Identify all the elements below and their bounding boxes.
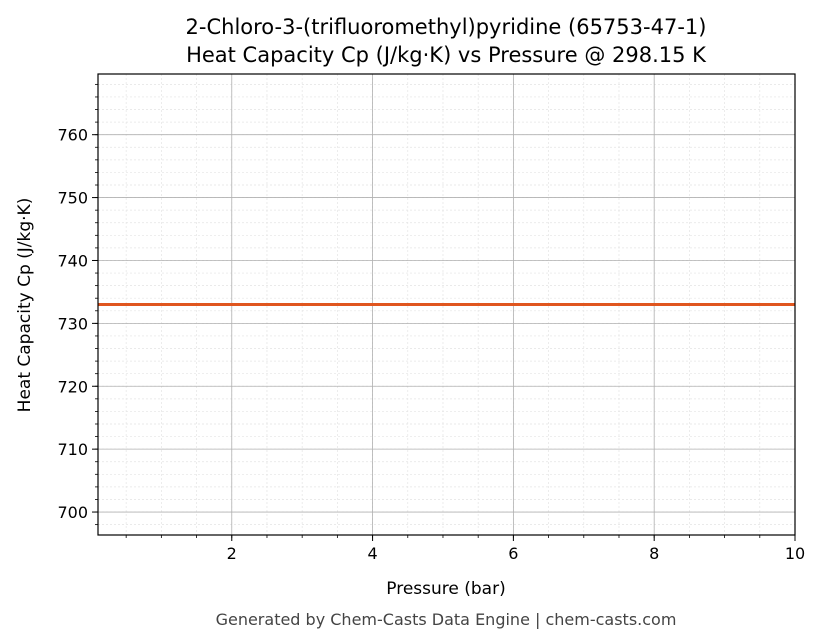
y-tick-label: 710 — [57, 440, 88, 459]
chart-subtitle: Heat Capacity Cp (J/kg·K) vs Pressure @ … — [186, 43, 707, 67]
y-tick-label: 720 — [57, 377, 88, 396]
x-tick-label: 6 — [508, 544, 518, 563]
x-tick-label: 8 — [649, 544, 659, 563]
y-tick-label: 750 — [57, 189, 88, 208]
y-tick-label: 700 — [57, 503, 88, 522]
x-axis-label: Pressure (bar) — [386, 579, 505, 599]
chart-title: 2-Chloro-3-(trifluoromethyl)pyridine (65… — [186, 15, 707, 39]
plot-frame — [97, 73, 796, 536]
x-tick-label: 2 — [227, 544, 237, 563]
y-tick-label: 760 — [57, 126, 88, 145]
y-tick-label: 740 — [57, 251, 88, 270]
ticks: 2 4 6 8 10 700 710 720 730 740 750 760 — [57, 83, 805, 563]
x-tick-label: 4 — [367, 544, 377, 563]
y-axis-label: Heat Capacity Cp (J/kg·K) — [15, 198, 35, 413]
x-tick-label: 10 — [785, 544, 805, 563]
footer-text: Generated by Chem-Casts Data Engine | ch… — [216, 610, 677, 629]
y-tick-label: 730 — [57, 314, 88, 333]
major-grid — [98, 74, 796, 535]
